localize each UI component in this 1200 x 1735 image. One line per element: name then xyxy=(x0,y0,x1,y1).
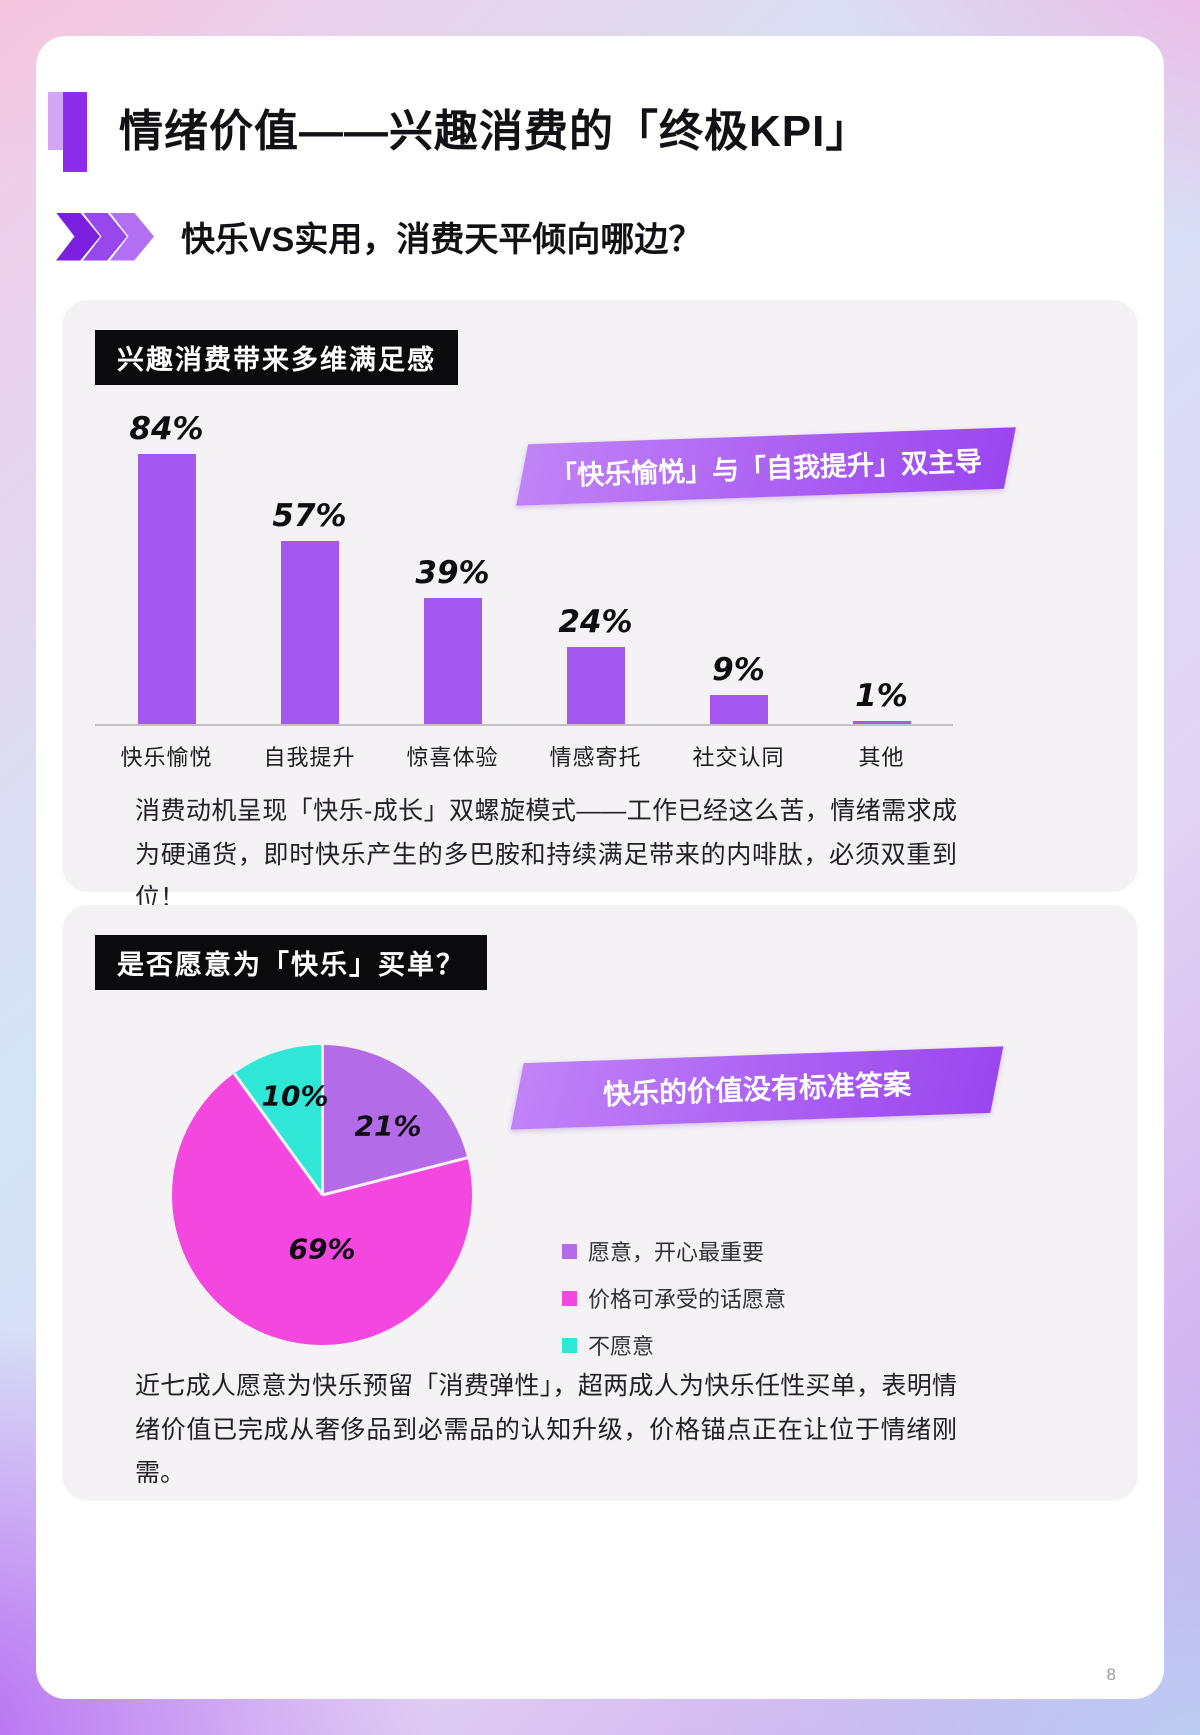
legend-swatch-icon xyxy=(562,1337,577,1353)
bar-category-label: 情感寄托 xyxy=(549,745,642,770)
bar-value-label: 1% xyxy=(855,677,908,714)
bar xyxy=(423,598,482,724)
pie-slice-divider xyxy=(320,1045,324,1195)
legend-label: 价格可承受的话愿意 xyxy=(588,1287,787,1312)
legend-item: 不愿意 xyxy=(562,1329,786,1361)
bar-category-label: 其他 xyxy=(858,745,905,770)
pie-chart-caption: 近七成人愿意为快乐预留「消费弹性」，超两成人为快乐任性买单，表明情绪价值已完成从… xyxy=(135,1372,957,1487)
bar-chart-section: 兴趣消费带来多维满足感 84% 57% 39% 24% 9% 1% 快乐愉悦 自我提升 惊喜体… xyxy=(62,300,1138,912)
bar-value-label: 9% xyxy=(712,652,765,688)
bar-category-label: 自我提升 xyxy=(263,745,356,770)
pie-slice-divider xyxy=(321,1156,468,1197)
pie-value-label: 69% xyxy=(288,1232,356,1266)
legend-swatch-icon xyxy=(562,1243,577,1259)
bar-column: 39% xyxy=(381,555,524,724)
bar-value-label: 24% xyxy=(558,603,633,640)
bar-column: 1% xyxy=(810,678,953,724)
bar-category-label: 社交认同 xyxy=(692,745,785,770)
bar xyxy=(566,646,625,724)
legend-label: 不愿意 xyxy=(588,1334,655,1359)
bar xyxy=(280,540,339,724)
bar-column: 57% xyxy=(238,497,381,724)
pie-chart-annotation-banner: 快乐的价值没有标准答案 xyxy=(510,1046,1004,1130)
page-header: 情绪价值——兴趣消费的「终极KPI」 xyxy=(48,92,870,172)
legend-swatch-icon xyxy=(562,1290,577,1306)
bar-chart-annotation-text: 「快乐愉悦」与「自我提升」双主导 xyxy=(549,446,983,492)
bar-column: 24% xyxy=(524,604,667,724)
bar-column: 9% xyxy=(667,652,810,724)
pie-chart-title: 是否愿意为「快乐」买单？ xyxy=(95,935,487,990)
bar-value-label: 84% xyxy=(129,410,204,447)
bar xyxy=(709,695,768,724)
pie-legend: 愿意，开心最重要 价格可承受的话愿意 不愿意 xyxy=(562,1235,786,1376)
pie-chart-section: 是否愿意为「快乐」买单？ 21% 69% 10% 快乐的价值没有标准答案 愿意，开心… xyxy=(62,905,1138,1501)
pie-chart xyxy=(172,1045,472,1345)
content-card: 情绪价值——兴趣消费的「终极KPI」 快乐VS实用，消费天平倾向哪边？ 兴趣消费… xyxy=(36,36,1164,1699)
bar-category-label: 快乐愉悦 xyxy=(120,745,213,770)
bar-value-label: 39% xyxy=(415,555,490,592)
pie-chart-annotation-text: 快乐的价值没有标准答案 xyxy=(602,1068,912,1111)
bar-value-label: 57% xyxy=(272,497,347,534)
bar-chart-plot: 84% 57% 39% 24% 9% 1% xyxy=(95,404,953,726)
legend-label: 愿意，开心最重要 xyxy=(588,1240,765,1265)
page-subtitle: 快乐VS实用，消费天平倾向哪边？ xyxy=(181,221,703,259)
title-accent-bar-icon xyxy=(48,92,87,172)
pie-value-label: 21% xyxy=(354,1109,422,1143)
pie-value-label: 10% xyxy=(261,1079,329,1113)
section-subtitle-row: 快乐VS实用，消费天平倾向哪边？ xyxy=(56,212,702,261)
bar xyxy=(852,720,911,724)
bar-chart-category-row: 快乐愉悦 自我提升 惊喜体验 情感寄托 社交认同 其他 xyxy=(95,726,953,772)
bar-column: 84% xyxy=(95,410,238,724)
bar-category-label: 惊喜体验 xyxy=(406,745,499,770)
pie-chart-area: 21% 69% 10% xyxy=(172,1045,472,1345)
bar-chart: 84% 57% 39% 24% 9% 1% 快乐愉悦 自我提升 惊喜体验 情感寄托 社交认同 其他 xyxy=(95,404,953,772)
page-number: 8 xyxy=(1106,1665,1116,1684)
legend-item: 价格可承受的话愿意 xyxy=(562,1282,786,1314)
legend-item: 愿意，开心最重要 xyxy=(562,1235,786,1267)
chevron-arrows-icon xyxy=(56,212,154,261)
bar-chart-caption: 消费动机呈现「快乐-成长」双螺旋模式——工作已经这么苦，情绪需求成为硬通货，即时… xyxy=(135,797,957,912)
bar xyxy=(137,453,196,724)
page-title: 情绪价值——兴趣消费的「终极KPI」 xyxy=(119,106,871,156)
bar-chart-title: 兴趣消费带来多维满足感 xyxy=(95,330,458,385)
